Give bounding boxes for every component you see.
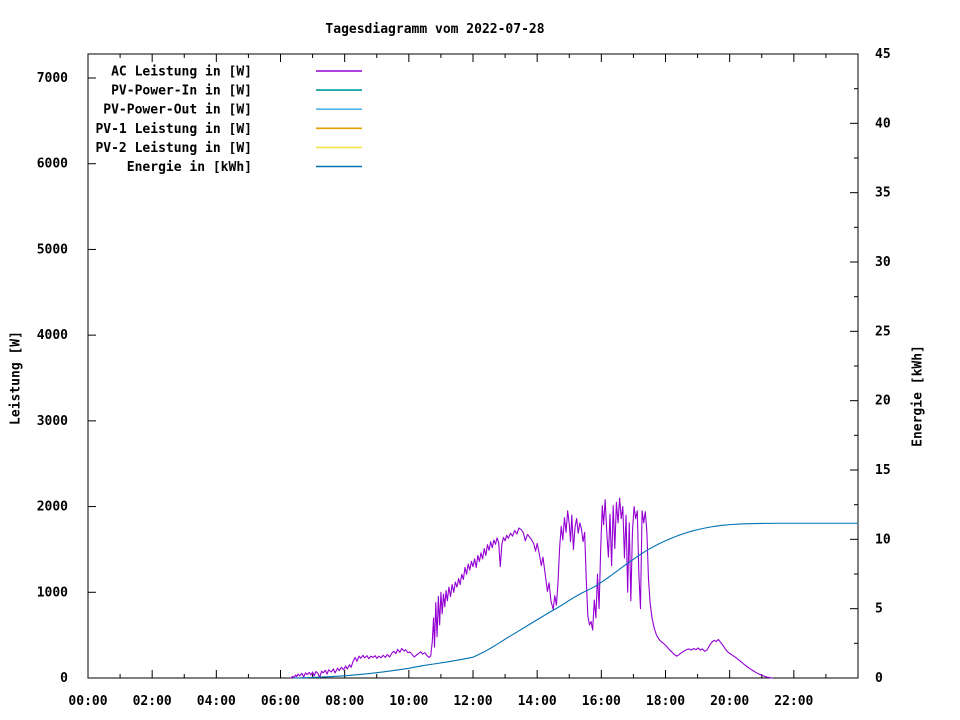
y-right-tick-label: 5 bbox=[875, 602, 883, 617]
y-right-tick-label: 25 bbox=[875, 324, 891, 339]
y-right-tick-label: 0 bbox=[875, 671, 883, 686]
legend-label: PV-Power-In in [W] bbox=[111, 84, 252, 99]
y-right-tick-label: 30 bbox=[875, 255, 891, 270]
y-right-tick-label: 45 bbox=[875, 47, 891, 62]
y-right-tick-label: 10 bbox=[875, 532, 891, 547]
x-tick-label: 22:00 bbox=[774, 694, 813, 709]
x-tick-label: 02:00 bbox=[133, 694, 172, 709]
y-left-tick-label: 4000 bbox=[37, 328, 68, 343]
x-tick-label: 04:00 bbox=[197, 694, 236, 709]
x-tick-label: 06:00 bbox=[261, 694, 300, 709]
legend-label: AC Leistung in [W] bbox=[111, 65, 252, 80]
y-left-tick-label: 0 bbox=[60, 671, 68, 686]
y-right-tick-label: 40 bbox=[875, 116, 891, 131]
y-left-tick-label: 2000 bbox=[37, 500, 68, 515]
x-tick-label: 10:00 bbox=[389, 694, 428, 709]
y-right-tick-label: 35 bbox=[875, 186, 891, 201]
x-tick-label: 20:00 bbox=[710, 694, 749, 709]
y-left-tick-label: 7000 bbox=[37, 71, 68, 86]
series-line-energie bbox=[292, 522, 859, 679]
series-line-ac_leistung bbox=[290, 497, 773, 679]
chart-title: Tagesdiagramm vom 2022-07-28 bbox=[325, 22, 545, 37]
legend-label: Energie in [kWh] bbox=[127, 160, 252, 175]
x-tick-label: 16:00 bbox=[582, 694, 621, 709]
y-left-tick-label: 5000 bbox=[37, 242, 68, 257]
x-tick-label: 12:00 bbox=[453, 694, 492, 709]
y-left-tick-label: 1000 bbox=[37, 585, 68, 600]
legend-label: PV-Power-Out in [W] bbox=[103, 103, 252, 118]
y-left-tick-label: 3000 bbox=[37, 414, 68, 429]
x-tick-label: 18:00 bbox=[646, 694, 685, 709]
y-left-tick-label: 6000 bbox=[37, 157, 68, 172]
x-tick-label: 14:00 bbox=[518, 694, 557, 709]
x-tick-label: 00:00 bbox=[68, 694, 107, 709]
x-tick-label: 08:00 bbox=[325, 694, 364, 709]
y-right-tick-label: 20 bbox=[875, 394, 891, 409]
legend-label: PV-1 Leistung in [W] bbox=[95, 122, 252, 137]
legend-label: PV-2 Leistung in [W] bbox=[95, 141, 252, 156]
y-right-tick-label: 15 bbox=[875, 463, 891, 478]
